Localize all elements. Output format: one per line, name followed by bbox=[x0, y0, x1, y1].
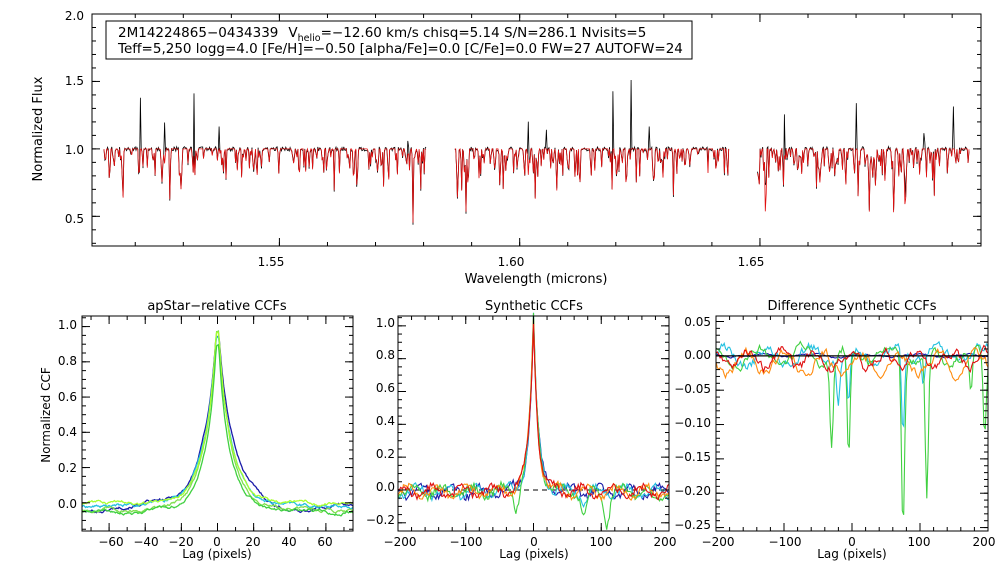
apstar-xtick-label: 60 bbox=[317, 535, 332, 549]
spectrum-ytick-label: 1.5 bbox=[65, 74, 84, 88]
apstar-xtick-label: −20 bbox=[168, 535, 193, 549]
apstar-ccf-line-visit-2 bbox=[81, 336, 354, 510]
difference-ytick-label: −0.10 bbox=[674, 416, 711, 430]
synthetic-ytick-label: 0.6 bbox=[376, 381, 395, 395]
synthetic-ccf-line-visit-3 bbox=[397, 312, 670, 530]
apstar-ccf-panel: apStar−relative CCFs −60 −40 −20 0 20 40… bbox=[39, 299, 354, 561]
synthetic-ccf-line-visit-5 bbox=[397, 323, 670, 501]
synthetic-xlabel: Lag (pixels) bbox=[499, 547, 569, 561]
synthetic-ytick-label: −0.2 bbox=[366, 513, 395, 527]
synthetic-xtick-label: 200 bbox=[654, 535, 677, 549]
synthetic-ccf-line-visit-1 bbox=[397, 317, 670, 502]
difference-xtick-label: −200 bbox=[702, 535, 735, 549]
synthetic-ccf-series bbox=[397, 312, 670, 530]
synthetic-ccf-line-visit-4 bbox=[397, 317, 670, 502]
difference-ccf-title: Difference Synthetic CCFs bbox=[767, 299, 936, 314]
difference-xlabel: Lag (pixels) bbox=[817, 547, 887, 561]
synthetic-ytick-label: 0.4 bbox=[376, 414, 395, 428]
difference-ccf-frame bbox=[715, 315, 989, 532]
synthetic-xtick-label: −100 bbox=[450, 535, 483, 549]
difference-ccf-line-visit-3 bbox=[715, 340, 989, 515]
info-line-1-values: =−12.60 km/s chisq=5.14 S/N=286.1 Nvisit… bbox=[321, 25, 647, 41]
difference-ccf-line-visit-4 bbox=[715, 346, 989, 382]
apstar-ccf-line-visit-1 bbox=[81, 334, 354, 514]
apstar-xtick-label: −40 bbox=[133, 535, 158, 549]
apstar-xtick-label: 20 bbox=[245, 535, 260, 549]
star-id: 2M14224865−0434339 bbox=[118, 25, 278, 41]
spectrum-xtick-label: 1.65 bbox=[738, 255, 765, 269]
apstar-xlabel: Lag (pixels) bbox=[182, 547, 252, 561]
apstar-ylabel: Normalized CCF bbox=[39, 367, 53, 463]
info-line-1: 2M14224865−0434339 Vhelio=−12.60 km/s chi… bbox=[118, 25, 646, 44]
apstar-ccf-series bbox=[81, 330, 354, 517]
info-box-frame bbox=[105, 20, 693, 60]
synthetic-ytick-label: 1.0 bbox=[376, 316, 395, 330]
apstar-ccf-title: apStar−relative CCFs bbox=[147, 299, 287, 314]
difference-ytick-label: −0.20 bbox=[674, 484, 711, 498]
synthetic-ccf-ticks bbox=[397, 316, 670, 532]
difference-ytick-label: −0.05 bbox=[674, 382, 711, 396]
apstar-ccf-line-visit-5 bbox=[81, 343, 354, 517]
apstar-ytick-label: 0.6 bbox=[58, 390, 77, 404]
apstar-ytick-label: 0.2 bbox=[58, 461, 77, 475]
apstar-ytick-label: 0.0 bbox=[58, 497, 77, 511]
difference-ccf-panel: Difference Synthetic CCFs −200 −100 0 10… bbox=[674, 299, 995, 561]
spectrum-observed-series bbox=[103, 79, 970, 225]
synthetic-xtick-label: 100 bbox=[590, 535, 613, 549]
spectrum-model-line bbox=[103, 147, 970, 223]
apstar-ccf-line-visit-3 bbox=[81, 330, 354, 514]
difference-ccf-series bbox=[715, 340, 989, 515]
spectrum-xtick-label: 1.55 bbox=[258, 255, 285, 269]
spectrum-ytick-label: 2.0 bbox=[65, 9, 84, 23]
spectrum-xtick-label: 1.60 bbox=[498, 255, 525, 269]
apstar-xtick-label: 0 bbox=[213, 535, 221, 549]
difference-xtick-label: 0 bbox=[848, 535, 856, 549]
difference-xtick-label: −100 bbox=[769, 535, 802, 549]
difference-xtick-label: 200 bbox=[973, 535, 996, 549]
apstar-ccf-frame bbox=[81, 315, 354, 532]
difference-ytick-label: 0.05 bbox=[684, 315, 711, 329]
synthetic-ccf-panel: Synthetic CCFs −200 −100 0 100 200 −0.2 … bbox=[366, 299, 677, 561]
apstar-ccf-ticks bbox=[82, 316, 353, 531]
synthetic-ytick-label: 0.8 bbox=[376, 348, 395, 362]
spectrum-frame bbox=[91, 13, 982, 247]
spectrum-ytick-label: 0.5 bbox=[65, 212, 84, 226]
difference-ytick-label: −0.15 bbox=[674, 450, 711, 464]
synthetic-ytick-label: 0.0 bbox=[376, 480, 395, 494]
difference-ccf-ticks bbox=[715, 316, 989, 531]
info-line-2: Teff=5,250 logg=4.0 [Fe/H]=−0.50 [alpha/… bbox=[117, 41, 683, 57]
spectrum-ylabel: Normalized Flux bbox=[31, 76, 46, 181]
apstar-ytick-label: 1.0 bbox=[58, 318, 77, 332]
apstar-ccf-line-visit-4 bbox=[81, 331, 354, 508]
synthetic-ccf-title: Synthetic CCFs bbox=[485, 299, 583, 314]
apstar-xtick-label: 40 bbox=[281, 535, 296, 549]
spectrum-info-box: 2M14224865−0434339 Vhelio=−12.60 km/s chi… bbox=[105, 20, 693, 60]
spectrum-panel: 1.55 1.60 1.65 0.5 1.0 1.5 2.0 Wavelengt… bbox=[31, 9, 982, 287]
vhelio-subscript: helio bbox=[298, 33, 321, 44]
apstar-ytick-label: 0.4 bbox=[58, 425, 77, 439]
spectrum-model-series bbox=[103, 147, 970, 223]
synthetic-ccf-line-visit-2 bbox=[397, 312, 669, 509]
apstar-ytick-label: 0.8 bbox=[58, 354, 77, 368]
apstar-xtick-label: −60 bbox=[98, 535, 123, 549]
spectrum-ytick-label: 1.0 bbox=[65, 143, 84, 157]
spectrum-ticks bbox=[92, 13, 981, 246]
spectrum-observed-line bbox=[103, 79, 970, 225]
synthetic-xtick-label: 0 bbox=[530, 535, 538, 549]
difference-ytick-label: −0.25 bbox=[674, 518, 711, 532]
synthetic-xtick-label: −200 bbox=[384, 535, 417, 549]
difference-xtick-label: 100 bbox=[908, 535, 931, 549]
difference-ytick-label: 0.00 bbox=[684, 348, 711, 362]
synthetic-ytick-label: 0.2 bbox=[376, 447, 395, 461]
spectrum-xlabel: Wavelength (microns) bbox=[465, 272, 608, 287]
vhelio-symbol: V bbox=[288, 25, 298, 41]
